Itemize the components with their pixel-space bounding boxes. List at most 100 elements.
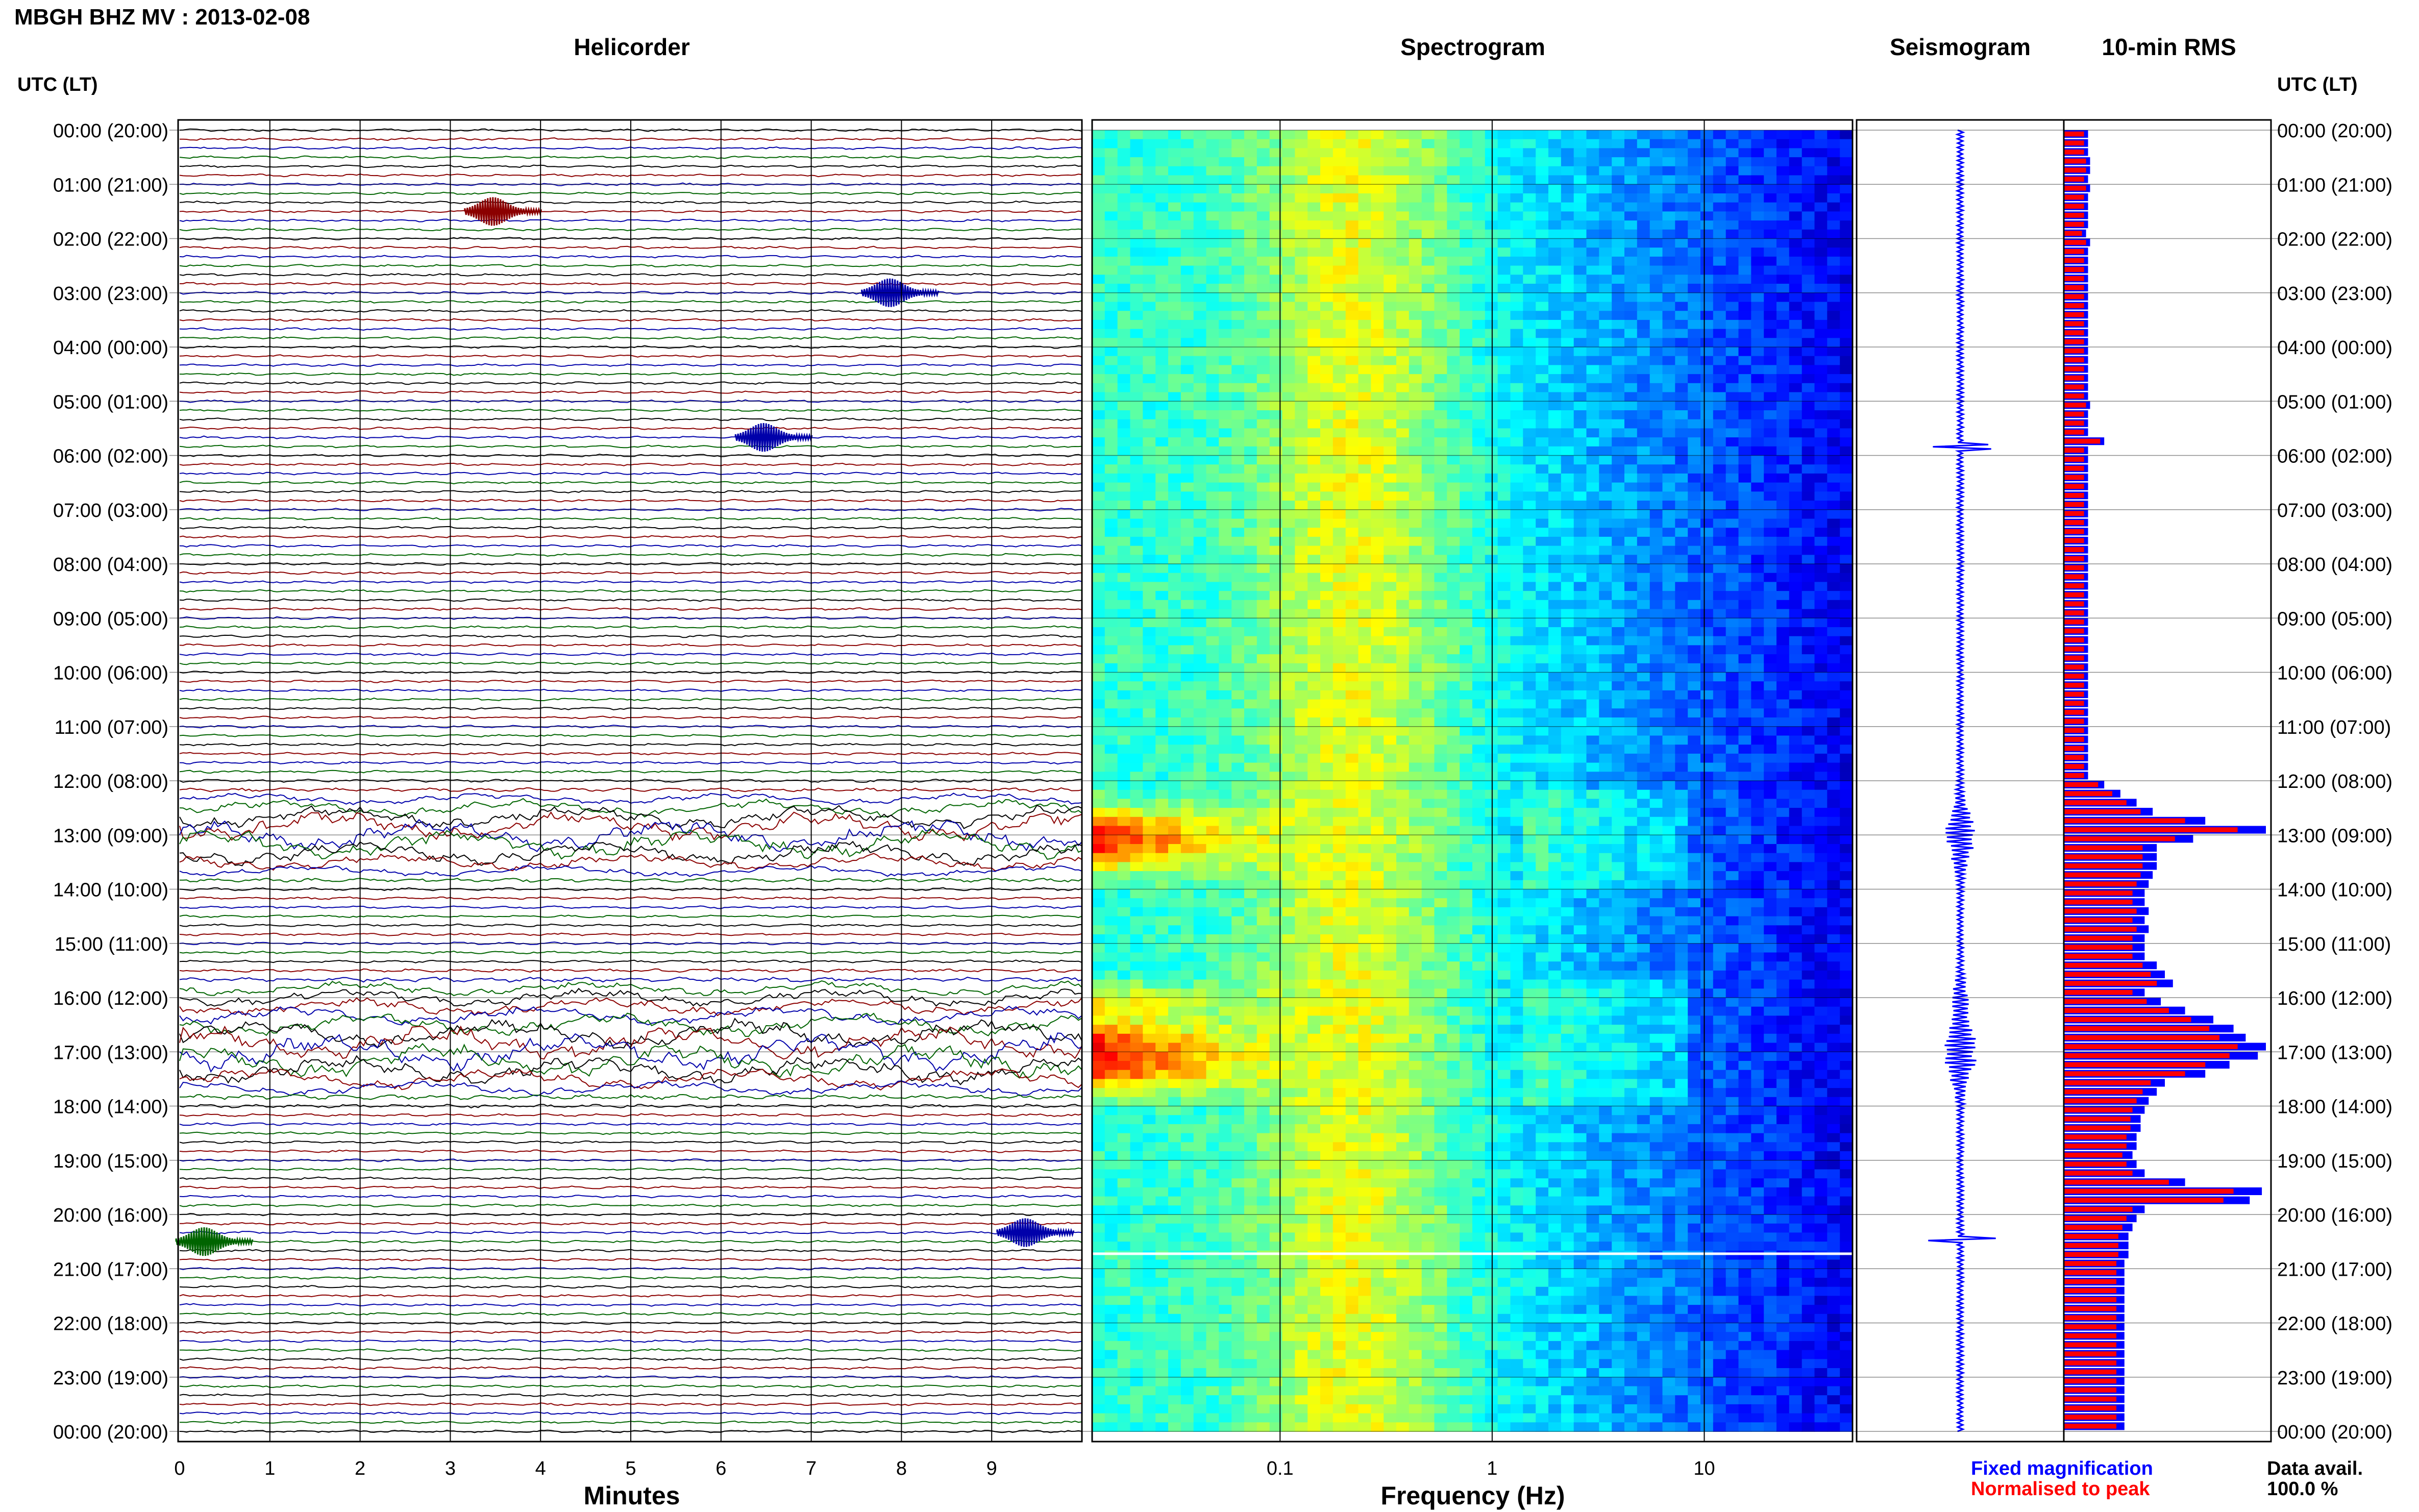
spectrogram-cell [1688,383,1701,393]
spectrogram-cell [1751,627,1764,637]
spectrogram-cell [1814,808,1828,817]
spectrogram-cell [1384,681,1397,691]
spectrogram-cell [1244,862,1257,872]
spectrogram-cell [1409,229,1422,239]
spectrogram-cell [1675,284,1688,293]
spectrogram-cell [1510,446,1524,456]
spectrogram-cell [1282,699,1296,709]
spectrogram-cell [1155,880,1169,890]
spectrogram-cell [1738,302,1752,311]
spectrogram-cell [1738,663,1752,673]
spectrogram-cell [1637,401,1650,411]
spectrogram-cell [1155,365,1169,375]
spectrogram-cell [1649,546,1663,556]
spectrogram-cell [1320,645,1334,655]
spectrogram-cell [1472,401,1486,411]
spectrogram-cell [1295,247,1308,257]
spectrogram-cell [1358,275,1372,284]
spectrogram-cell [1801,835,1815,845]
spectrogram-cell [1396,600,1410,610]
spectrogram-cell [1561,745,1574,754]
spectrogram-cell [1827,762,1840,773]
spectrogram-cell [1219,175,1232,185]
spectrogram-cell [1206,374,1220,384]
spectrogram-cell [1231,708,1245,718]
spectrogram-cell [1460,518,1473,528]
spectrogram-cell [1345,193,1359,203]
spectrogram-cell [1523,844,1536,854]
spectrogram-cell [1688,491,1701,501]
spectrogram-cell [1269,799,1283,808]
spectrogram-cell [1523,690,1536,700]
spectrogram-cell [1421,654,1435,664]
spectrogram-cell [1612,708,1625,718]
spectrogram-cell [1700,446,1714,456]
spectrogram-cell [1396,501,1410,510]
spectrogram-cell [1776,862,1790,872]
spectrogram-cell [1814,311,1828,320]
spectrogram-cell [1219,609,1232,618]
spectrogram-cell [1801,789,1815,800]
spectrogram-cell [1231,518,1245,528]
spectrogram-cell [1789,573,1803,583]
spectrogram-cell [1130,501,1144,510]
spectrogram-cell [1345,292,1359,303]
spectrogram-cell [1358,338,1372,348]
spectrogram-cell [1725,772,1739,781]
spectrogram-cell [1371,148,1384,158]
spectrogram-cell [1371,139,1384,149]
spectrogram-cell [1497,501,1511,510]
spectrogram-cell [1700,871,1714,881]
spectrogram-cell [1371,573,1384,583]
spectrogram-cell [1244,853,1257,863]
spectrogram-cell [1447,139,1460,149]
spectrogram-cell [1688,446,1701,456]
spectrogram-cell [1396,826,1410,835]
spectrogram-cell [1688,347,1701,357]
spectrogram-cell [1827,419,1840,429]
spectrogram-cell [1332,609,1346,618]
spectrogram-cell [1801,501,1815,510]
spectrogram-cell [1599,148,1612,158]
spectrogram-cell [1523,292,1536,303]
spectrogram-cell [1320,735,1334,745]
spectrogram-cell [1789,871,1803,881]
spectrogram-cell [1789,518,1803,528]
spectrogram-cell [1573,555,1587,564]
spectrogram-cell [1700,555,1714,564]
spectrogram-cell [1409,789,1422,800]
spectrogram-cell [1840,799,1853,808]
spectrogram-cell [1244,816,1257,827]
spectrogram-cell [1180,772,1194,781]
spectrogram-cell [1371,392,1384,402]
spectrogram-cell [1434,482,1448,492]
spectrogram-cell [1434,636,1448,646]
spectrogram-cell [1332,166,1346,176]
spectrogram-cell [1307,229,1321,239]
spectrogram-cell [1573,600,1587,610]
spectrogram-cell [1700,401,1714,411]
spectrogram-cell [1840,509,1853,519]
spectrogram-cell [1523,401,1536,411]
spectrogram-cell [1827,627,1840,637]
spectrogram-cell [1409,247,1422,257]
spectrogram-cell [1725,745,1739,754]
spectrogram-cell [1143,871,1156,881]
spectrogram-cell [1104,835,1118,845]
spectrogram-cell [1409,582,1422,591]
spectrogram-cell [1206,844,1220,854]
spectrogram-cell [1117,573,1131,583]
spectrogram-cell [1751,536,1764,547]
spectrogram-cell [1840,347,1853,357]
spectrogram-cell [1358,871,1372,881]
spectrogram-cell [1599,853,1612,863]
spectrogram-cell [1143,401,1156,411]
spectrogram-cell [1713,536,1726,547]
spectrogram-cell [1206,645,1220,655]
spectrogram-cell [1840,302,1853,311]
spectrogram-cell [1536,392,1549,402]
spectrogram-cell [1510,202,1524,212]
spectrogram-cell [1649,627,1663,637]
spectrogram-cell [1143,347,1156,357]
spectrogram-cell [1231,157,1245,167]
